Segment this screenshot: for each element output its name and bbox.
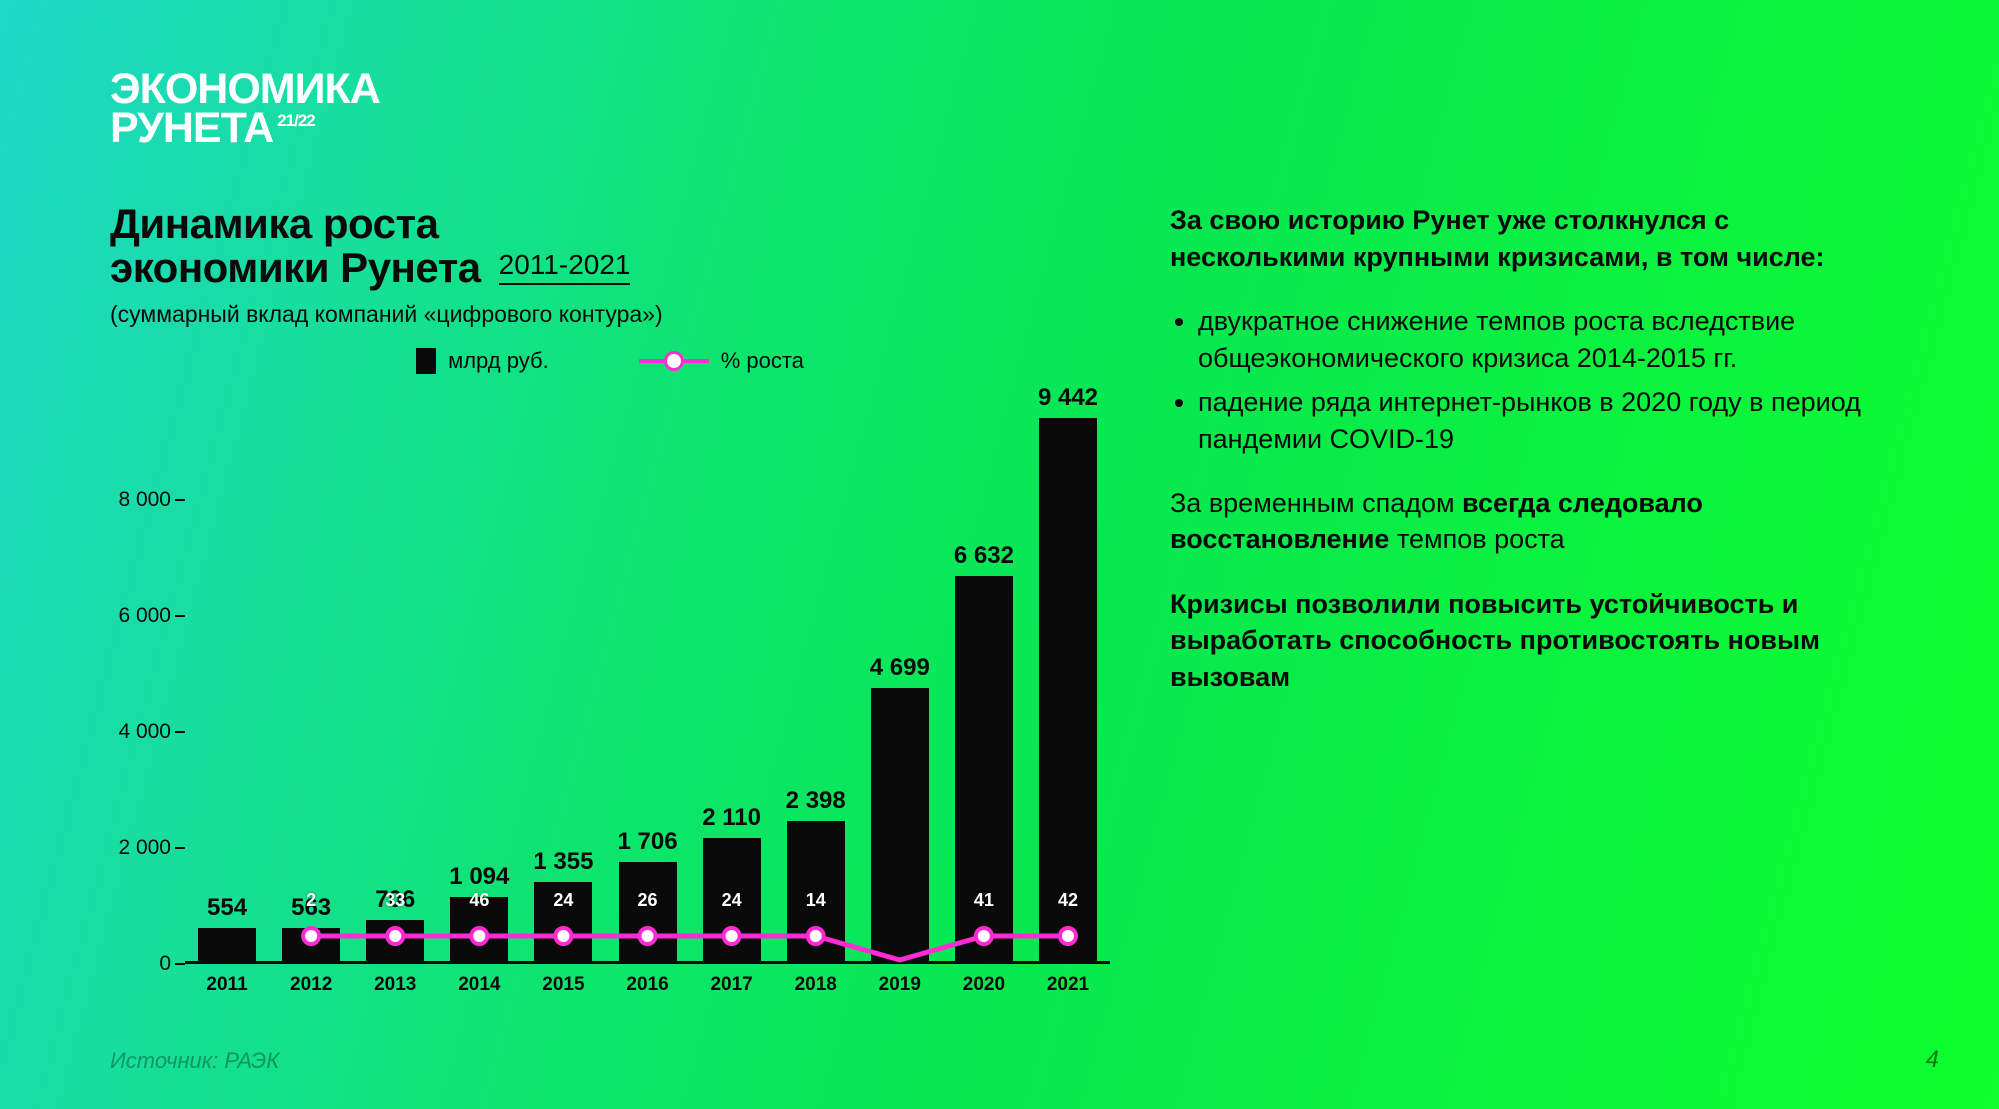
x-axis-label: 2014	[437, 964, 521, 1004]
growth-label: 2	[306, 890, 316, 911]
y-axis-label: 2 000	[118, 836, 185, 860]
chart-subtitle: (суммарный вклад компаний «цифрового кон…	[110, 301, 1110, 328]
bar-slot: 2 398 14	[774, 384, 858, 961]
legend-line-label: % роста	[721, 348, 804, 374]
bar-value-label: 9 442	[1038, 384, 1098, 412]
x-axis-label: 2021	[1026, 964, 1110, 1004]
growth-label: 42	[1058, 890, 1078, 911]
logo: ЭКОНОМИКА РУНЕТА21/22	[110, 70, 1889, 147]
x-axis-label: 2017	[690, 964, 774, 1004]
x-axis-label: 2019	[858, 964, 942, 1004]
bar-slot: 1 355 24	[521, 384, 605, 961]
chart: 5545632706331 094461 355241 706262 11024…	[110, 384, 1110, 1004]
bar-slot: 9 442 42	[1026, 384, 1110, 961]
recovery-text: За временным спадом всегда следовало вос…	[1170, 485, 1889, 558]
x-axis-label: 2015	[521, 964, 605, 1004]
bar	[282, 928, 340, 961]
bar-value-label: 6 632	[954, 542, 1014, 570]
bar-slot: 1 706 26	[605, 384, 689, 961]
bar	[871, 688, 929, 961]
bar-value-label: 554	[207, 894, 247, 922]
page-number: 4	[1926, 1046, 1939, 1074]
bar	[198, 928, 256, 960]
bar-value-label: 1 706	[617, 828, 677, 856]
legend-line: % роста	[639, 348, 804, 374]
right-column: За свою историю Рунет уже столкнулся с н…	[1170, 202, 1889, 1003]
bullets: двукратное снижение темпов роста вследст…	[1198, 303, 1889, 457]
bar-slot: 2 110 24	[690, 384, 774, 961]
conclusion-bold: Кризисы позволили повысить устойчивость …	[1170, 586, 1889, 695]
left-column: Динамика ростаэкономики Рунета 2011-2021…	[110, 202, 1110, 1003]
growth-label: 26	[638, 890, 658, 911]
bar-value-label: 1 355	[533, 848, 593, 876]
bar-slot: 6 632 41	[942, 384, 1026, 961]
p2-pre: За временным спадом	[1170, 488, 1462, 518]
y-axis-label: 4 000	[118, 720, 185, 744]
bar-slot: 5632	[269, 384, 353, 961]
y-axis-label: 8 000	[118, 488, 185, 512]
x-axis-label: 2020	[942, 964, 1026, 1004]
bar-slot: 70633	[353, 384, 437, 961]
bars-container: 5545632706331 094461 355241 706262 11024…	[185, 384, 1110, 961]
bar	[366, 920, 424, 961]
x-axis-label: 2018	[774, 964, 858, 1004]
bar-value-label: 2 110	[702, 804, 761, 832]
growth-label: 24	[553, 890, 573, 911]
x-axis-labels: 2011201220132014201520162017201820192020…	[185, 964, 1110, 1004]
growth-label: 41	[974, 890, 994, 911]
growth-label: 33	[385, 890, 405, 911]
legend: млрд руб. % роста	[110, 348, 1110, 374]
bullet-item: падение ряда интернет-рынков в 2020 году…	[1198, 384, 1889, 457]
bar-slot: 554	[185, 384, 269, 961]
source-footnote: Источник: РАЭК	[110, 1048, 279, 1074]
growth-label: 46	[469, 890, 489, 911]
x-axis-label: 2016	[605, 964, 689, 1004]
intro-bold: За свою историю Рунет уже столкнулся с н…	[1170, 202, 1889, 275]
bar	[619, 862, 677, 961]
bar-slot: 4 699	[858, 384, 942, 961]
growth-label: 14	[806, 890, 826, 911]
x-axis-label: 2011	[185, 964, 269, 1004]
logo-line2: РУНЕТА21/22	[110, 109, 1889, 148]
legend-bar: млрд руб.	[416, 348, 549, 374]
bar-slot: 1 09446	[437, 384, 521, 961]
bullet-item: двукратное снижение темпов роста вследст…	[1198, 303, 1889, 376]
legend-bar-icon	[416, 348, 436, 374]
y-axis-label: 6 000	[118, 604, 185, 628]
p2-post: темпов роста	[1389, 524, 1564, 554]
year-range: 2011-2021	[499, 249, 631, 285]
y-axis-label: 0	[159, 952, 185, 976]
bar-value-label: 2 398	[786, 787, 846, 815]
bar-value-label: 1 094	[449, 863, 509, 891]
chart-title: Динамика ростаэкономики Рунета	[110, 202, 481, 290]
logo-line1: ЭКОНОМИКА	[110, 70, 1889, 109]
legend-line-icon	[639, 359, 709, 363]
growth-label: 24	[722, 890, 742, 911]
x-axis-label: 2013	[353, 964, 437, 1004]
logo-line2-text: РУНЕТА	[110, 104, 273, 152]
logo-sup: 21/22	[277, 111, 315, 130]
plot-area: 5545632706331 094461 355241 706262 11024…	[185, 384, 1110, 964]
legend-bar-label: млрд руб.	[448, 348, 549, 374]
x-axis-label: 2012	[269, 964, 353, 1004]
bar-value-label: 4 699	[870, 654, 930, 682]
bar	[1039, 418, 1097, 961]
slide-content: ЭКОНОМИКА РУНЕТА21/22 Динамика ростаэкон…	[0, 0, 1999, 1109]
